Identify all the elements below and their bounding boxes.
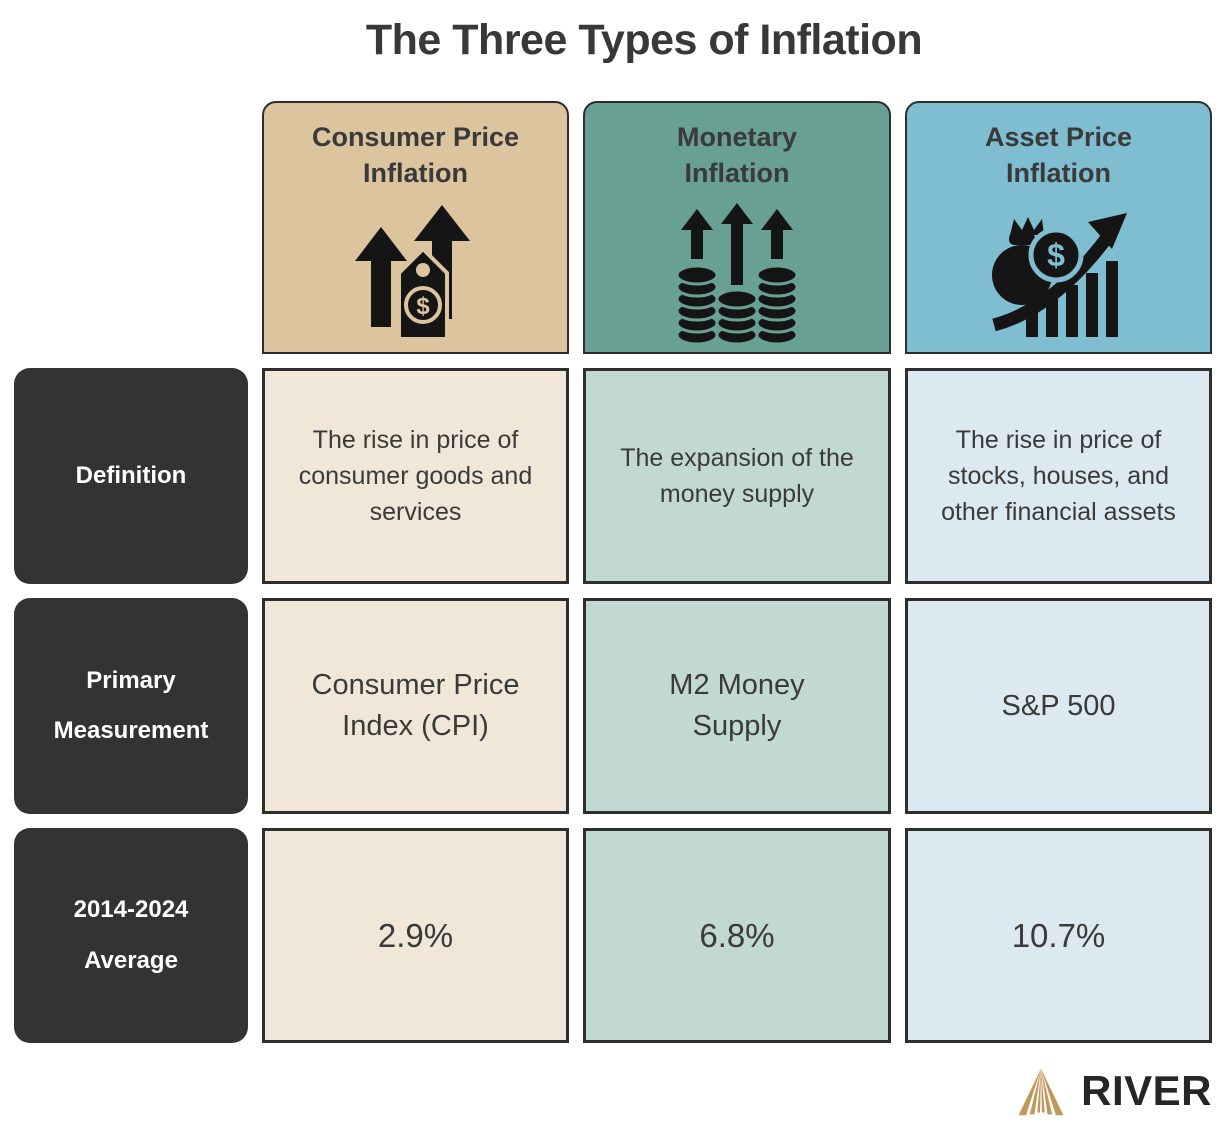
row-label-definition: Definition [14,368,248,584]
brand-name: RIVER [1081,1067,1212,1114]
svg-text:$: $ [1047,237,1065,273]
money-bag-growth-chart-icon: $ [984,192,1134,352]
cell-text: 2.9% [377,916,454,954]
column-header-asset-price-inflation: Asset Price Inflation $ [905,101,1212,354]
svg-text:$: $ [416,293,430,320]
column-header-label: Consumer Price Inflation [311,122,520,189]
column-header-consumer-price-inflation: Consumer Price Inflation $ [262,101,569,354]
cell-text: The rise in price of stocks, houses, and… [941,425,1176,527]
cell-text: 6.8% [699,916,775,954]
brand-logo: RIVER [1013,1063,1212,1119]
column-header-label: Asset Price Inflation [984,122,1133,189]
cell-average-consumer-price: 2.9% [262,828,569,1043]
cell-measurement-consumer-price: Consumer Price Index (CPI) [262,598,569,814]
cell-text: S&P 500 [1001,689,1116,722]
row-label-2014-2024-average: 2014-2024 Average [14,828,248,1043]
cell-average-monetary: 6.8% [583,828,891,1043]
column-header-label: Monetary Inflation [676,122,798,189]
coin-stacks-rising-arrows-icon [662,192,812,352]
cell-measurement-monetary: M2 Money Supply [583,598,891,814]
cell-text: Consumer Price Index (CPI) [311,669,520,742]
cell-text: The expansion of the money supply [620,443,854,508]
comparison-table: Consumer Price Inflation $ Monetary Infl… [14,101,1212,1043]
column-header-monetary-inflation: Monetary Inflation [583,101,891,354]
cell-text: The rise in price of consumer goods and … [298,425,533,527]
price-tag-rising-arrows-icon: $ [341,192,491,352]
cell-text: 10.7% [1011,916,1106,954]
row-label-primary-measurement: Primary Measurement [14,598,248,814]
cell-measurement-asset-price: S&P 500 [905,598,1212,814]
cell-average-asset-price: 10.7% [905,828,1212,1043]
cell-definition-asset-price: The rise in price of stocks, houses, and… [905,368,1212,584]
cell-definition-consumer-price: The rise in price of consumer goods and … [262,368,569,584]
cell-definition-monetary: The expansion of the money supply [583,368,891,584]
corner-spacer [14,101,248,354]
page-title: The Three Types of Inflation [365,16,923,64]
river-rays-icon [1013,1063,1069,1119]
cell-text: M2 Money Supply [669,669,805,742]
